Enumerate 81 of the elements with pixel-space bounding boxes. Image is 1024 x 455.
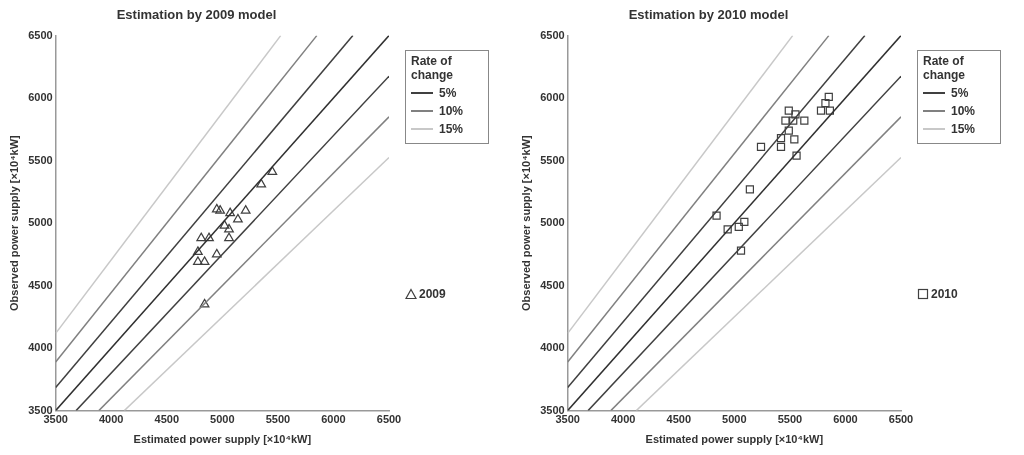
legend-label: 5%: [951, 86, 969, 100]
legend-label: 15%: [439, 122, 464, 136]
point: [791, 110, 800, 119]
x-tick-label: 4500: [154, 413, 180, 426]
point: [199, 298, 210, 308]
y-tick-label: 6000: [28, 91, 53, 104]
point: [256, 178, 267, 188]
point: [211, 248, 222, 258]
y-tick-label: 4500: [540, 278, 565, 291]
y-tick-label: 5500: [28, 153, 53, 166]
y-tick-label: 6500: [540, 28, 565, 41]
point: [824, 92, 833, 101]
point: [790, 135, 799, 144]
legend-label: 2010: [931, 287, 958, 301]
point: [816, 106, 826, 115]
point: [225, 207, 236, 217]
y-tick-label: 6500: [28, 28, 53, 41]
legend-title: Rate of change: [411, 54, 454, 82]
x-tick-label: 4000: [98, 413, 124, 426]
x-tick-label: 3500: [555, 413, 580, 426]
point: [776, 133, 786, 143]
point: [784, 106, 793, 115]
point: [736, 246, 746, 255]
point: [745, 185, 755, 194]
point: [199, 256, 210, 265]
x-tick-label: 4000: [610, 413, 636, 426]
point: [712, 211, 721, 220]
point: [219, 220, 230, 229]
x-tick-label: 6500: [888, 413, 914, 426]
legend-title: Rate of change: [923, 54, 966, 82]
y-tick-label: 3500: [540, 403, 565, 416]
point: [192, 246, 203, 255]
point: [224, 232, 234, 242]
y-axis-title: Observed power supply [×10⁴kW]: [7, 134, 20, 311]
x-tick-label: 5500: [777, 413, 803, 426]
x-tick-label: 5000: [722, 413, 747, 426]
legend-label: 15%: [951, 122, 976, 136]
point: [224, 223, 234, 233]
point: [267, 166, 278, 175]
point: [740, 217, 749, 226]
y-tick-label: 4500: [28, 278, 53, 291]
x-axis-title: Estimated power supply [×10⁴kW]: [133, 433, 312, 446]
point: [776, 142, 786, 151]
x-tick-label: 6000: [321, 413, 346, 426]
y-tick-label: 6000: [540, 91, 565, 104]
chart-title: Estimation by 2009 model: [116, 7, 277, 23]
point: [800, 116, 809, 125]
point: [232, 213, 243, 223]
legend-label: 2009: [419, 287, 446, 301]
y-tick-label: 5000: [28, 216, 53, 229]
x-axis-title: Estimated power supply [×10⁴kW]: [645, 433, 824, 446]
y-tick-label: 3500: [28, 403, 53, 416]
x-tick-label: 5500: [265, 413, 291, 426]
chart-title: Estimation by 2010 model: [628, 7, 789, 23]
point: [821, 98, 830, 108]
x-tick-label: 3500: [43, 413, 68, 426]
legend-label: 10%: [439, 104, 464, 118]
point: [204, 232, 214, 242]
point: [781, 116, 790, 125]
point: [240, 205, 251, 214]
legend-label: 10%: [951, 104, 976, 118]
x-tick-label: 4500: [666, 413, 692, 426]
y-tick-label: 5500: [540, 153, 565, 166]
legend-label: 5%: [439, 86, 457, 100]
point: [784, 126, 793, 135]
y-axis-title: Observed power supply [×10⁴kW]: [519, 134, 532, 311]
x-tick-label: 6500: [376, 413, 402, 426]
point: [211, 203, 222, 213]
y-tick-label: 5000: [540, 216, 565, 229]
point: [734, 222, 743, 231]
point: [825, 106, 835, 115]
point: [792, 151, 801, 160]
y-tick-label: 4000: [28, 341, 53, 354]
point: [192, 256, 203, 265]
point: [723, 225, 732, 234]
point: [789, 116, 798, 125]
point: [756, 142, 766, 151]
y-tick-label: 4000: [540, 341, 565, 354]
x-tick-label: 5000: [210, 413, 235, 426]
x-tick-label: 6000: [833, 413, 858, 426]
point: [215, 205, 226, 214]
